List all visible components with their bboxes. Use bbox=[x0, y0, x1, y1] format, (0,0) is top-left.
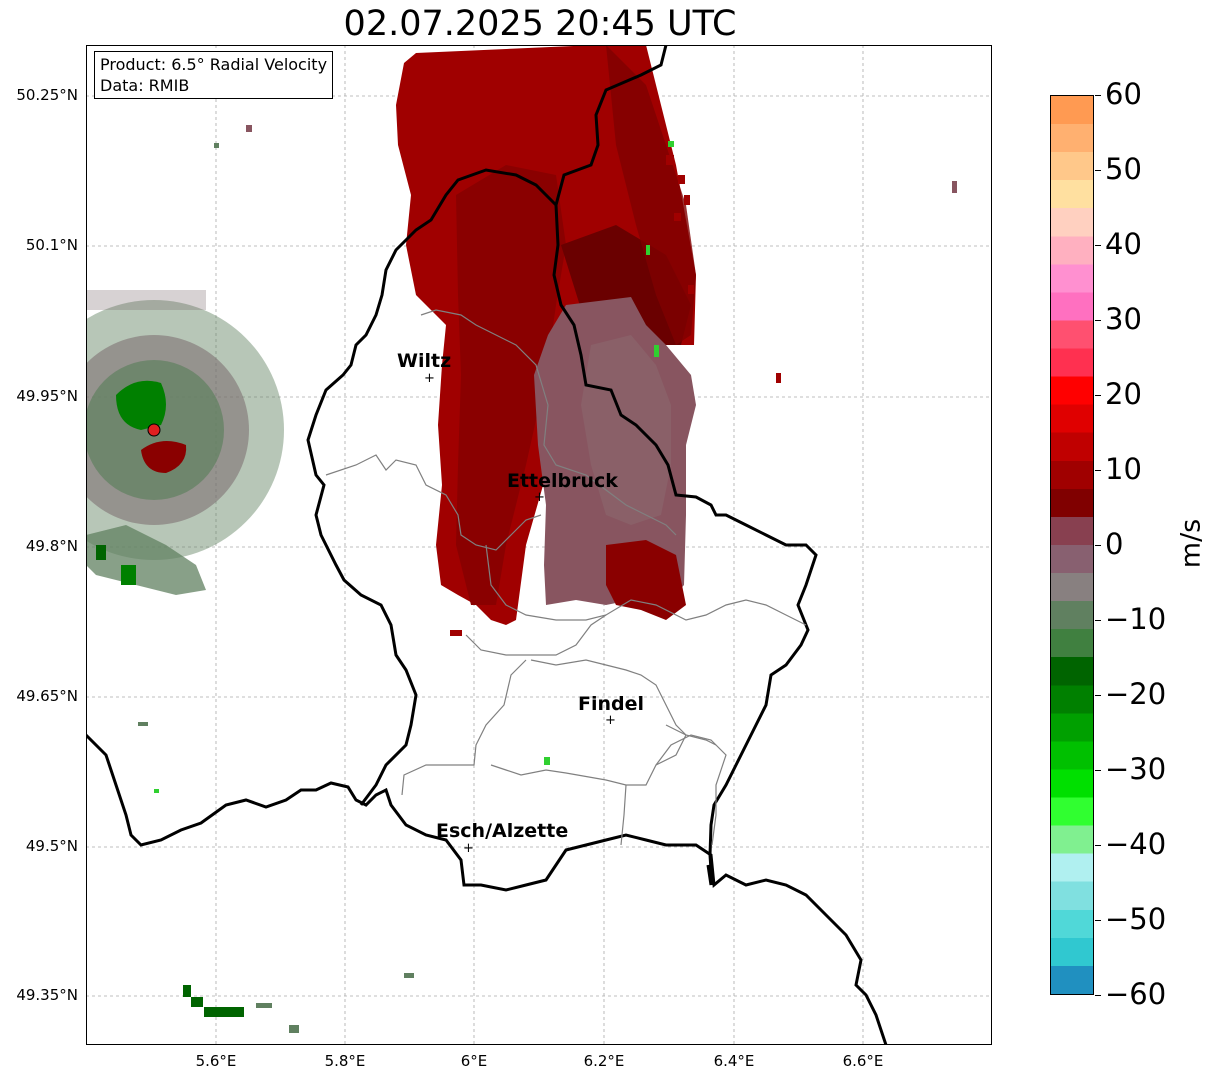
colorbar-tick-label: −20 bbox=[1105, 677, 1167, 711]
district-borders bbox=[325, 309, 807, 846]
lon-label: 6.4°E bbox=[713, 1052, 755, 1070]
velocity-colorbar bbox=[1050, 95, 1094, 995]
lon-label: 6.6°E bbox=[842, 1052, 884, 1070]
lon-label: 5.6°E bbox=[195, 1052, 237, 1070]
colorbar-tick-label: 0 bbox=[1105, 527, 1124, 561]
radar-map-svg bbox=[86, 45, 992, 1045]
product-text: Product: 6.5° Radial Velocity bbox=[100, 55, 328, 74]
colorbar-tick-mark bbox=[1095, 245, 1101, 246]
echo-muted-receding bbox=[534, 297, 696, 620]
colorbar-tick-mark bbox=[1095, 395, 1101, 396]
colorbar-tick-mark bbox=[1095, 770, 1101, 771]
colorbar-tick-label: 40 bbox=[1105, 227, 1142, 261]
radar-site-marker bbox=[147, 423, 161, 437]
lat-label: 49.8°N bbox=[25, 537, 78, 555]
colorbar-tick-mark bbox=[1095, 320, 1101, 321]
colorbar-tick-mark bbox=[1095, 545, 1101, 546]
colorbar-tick-mark bbox=[1095, 695, 1101, 696]
echo-scatter-southwest bbox=[138, 125, 550, 1033]
city-marker-icon: + bbox=[424, 371, 435, 386]
map-title: 02.07.2025 20:45 UTC bbox=[343, 4, 737, 44]
colorbar-tick-label: −40 bbox=[1105, 827, 1167, 861]
colorbar-tick-mark bbox=[1095, 170, 1101, 171]
colorbar-tick-label: 60 bbox=[1105, 77, 1142, 111]
lon-label: 6.2°E bbox=[583, 1052, 625, 1070]
country-borders bbox=[86, 45, 888, 1045]
city-marker-icon: + bbox=[534, 490, 545, 505]
lat-label: 50.1°N bbox=[25, 236, 78, 254]
lat-label: 49.65°N bbox=[16, 687, 78, 705]
city-marker-icon: + bbox=[605, 713, 616, 728]
lat-label: 49.35°N bbox=[16, 986, 78, 1004]
colorbar-tick-label: 20 bbox=[1105, 377, 1142, 411]
lon-label: 6°E bbox=[460, 1052, 488, 1070]
colorbar-tick-label: 30 bbox=[1105, 302, 1142, 336]
colorbar-tick-label: −50 bbox=[1105, 902, 1167, 936]
lat-label: 49.95°N bbox=[16, 387, 78, 405]
colorbar-tick-label: −60 bbox=[1105, 977, 1167, 1011]
lat-label: 49.5°N bbox=[25, 837, 78, 855]
echo-receding-band bbox=[396, 45, 696, 625]
lon-label: 5.8°E bbox=[324, 1052, 366, 1070]
colorbar-unit-label: m/s bbox=[1175, 518, 1207, 569]
city-marker-icon: + bbox=[463, 841, 474, 856]
city-label-wiltz: Wiltz bbox=[397, 350, 452, 372]
colorbar-tick-label: 50 bbox=[1105, 152, 1142, 186]
colorbar-tick-mark bbox=[1095, 920, 1101, 921]
data-source-text: Data: RMIB bbox=[100, 76, 190, 95]
city-label-ettelbruck: Ettelbruck bbox=[507, 470, 618, 492]
colorbar-tick-mark bbox=[1095, 995, 1101, 996]
lat-label: 50.25°N bbox=[16, 86, 78, 104]
product-info-box: Product: 6.5° Radial Velocity Data: RMIB bbox=[94, 51, 334, 99]
city-label-esch-alzette: Esch/Alzette bbox=[436, 820, 569, 842]
colorbar-tick-label: −10 bbox=[1105, 602, 1167, 636]
echo-radar-near bbox=[86, 290, 284, 595]
colorbar-tick-mark bbox=[1095, 95, 1101, 96]
radar-map[interactable] bbox=[86, 45, 992, 1045]
city-label-findel: Findel bbox=[578, 693, 645, 715]
colorbar-tick-mark bbox=[1095, 845, 1101, 846]
echo-scatter-east bbox=[450, 141, 957, 636]
colorbar-tick-label: −30 bbox=[1105, 752, 1167, 786]
colorbar-tick-mark bbox=[1095, 620, 1101, 621]
colorbar-tick-label: 10 bbox=[1105, 452, 1142, 486]
colorbar-tick-mark bbox=[1095, 470, 1101, 471]
